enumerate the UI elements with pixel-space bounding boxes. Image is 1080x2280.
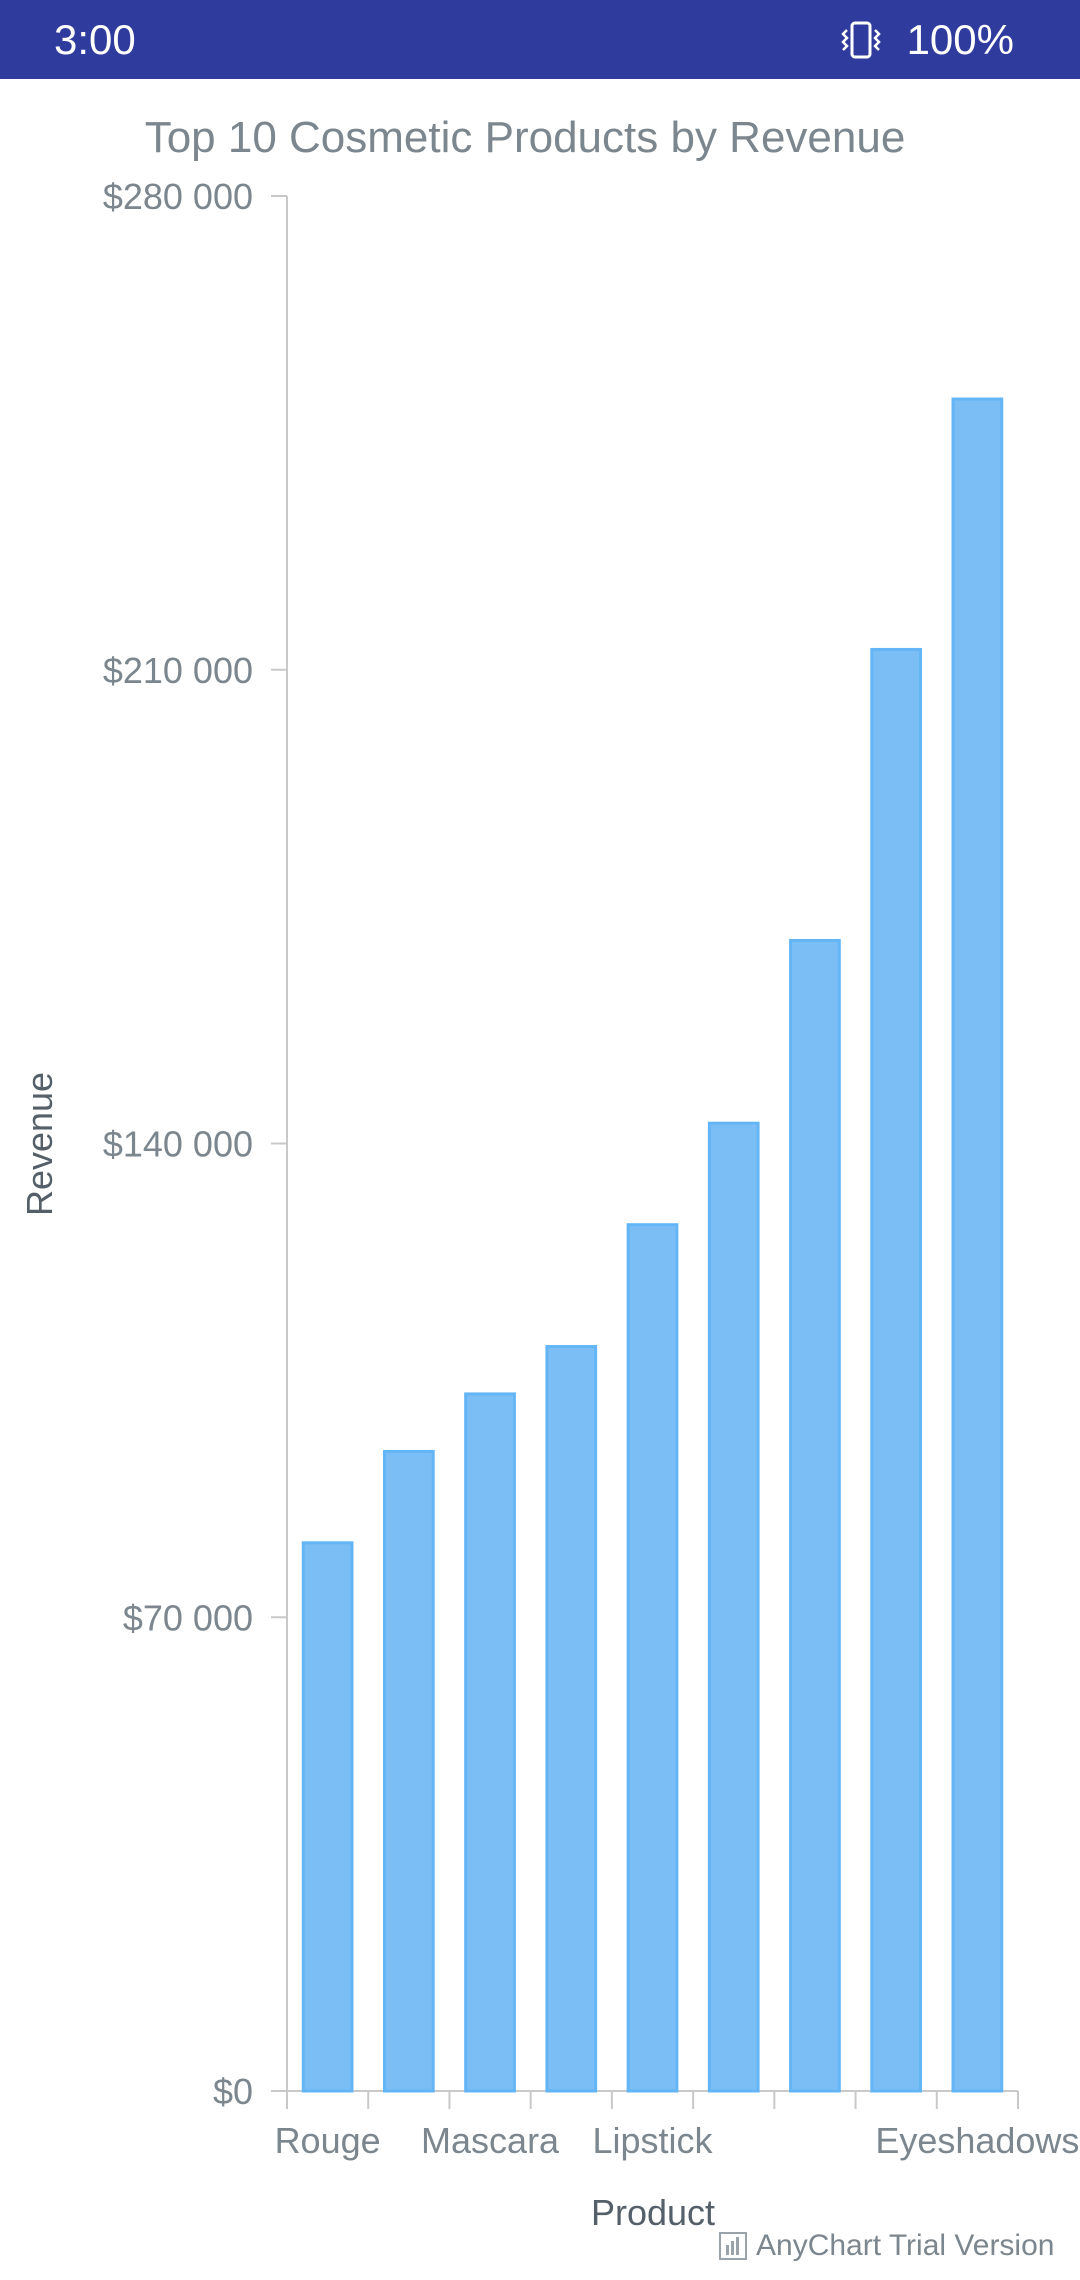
- y-tick-label: $0: [213, 2071, 253, 2112]
- bar-chart-icon: [719, 2232, 747, 2260]
- bar[interactable]: [464, 1392, 516, 2093]
- bar[interactable]: [789, 938, 841, 2093]
- y-tick-label: $140 000: [103, 1124, 253, 1165]
- y-axis-ticks: $0 $70 000 $140 000 $210 000 $280 000: [103, 176, 287, 2112]
- status-time: 3:00: [54, 16, 136, 63]
- watermark-text: AnyChart Trial Version: [756, 2229, 1055, 2262]
- battery-percentage: 100%: [906, 16, 1014, 63]
- status-bar: 3:00 100%: [0, 0, 1080, 79]
- bar[interactable]: [870, 647, 923, 2093]
- bar[interactable]: [545, 1345, 598, 2093]
- y-tick-label: $70 000: [123, 1597, 253, 1638]
- bar[interactable]: [707, 1121, 760, 2093]
- bars: [301, 397, 1004, 2093]
- bar-chart: Top 10 Cosmetic Products by Revenue Reve…: [19, 113, 1079, 2233]
- bar[interactable]: [951, 397, 1004, 2093]
- chart-title: Top 10 Cosmetic Products by Revenue: [145, 113, 906, 162]
- watermark: AnyChart Trial Version: [718, 2228, 1054, 2264]
- bar[interactable]: [301, 1541, 354, 2093]
- y-tick-label: $280 000: [103, 176, 253, 217]
- x-category-label: Lipstick: [592, 2120, 713, 2161]
- x-category-label: Rouge: [275, 2120, 381, 2161]
- vibrate-icon: [840, 21, 881, 58]
- y-axis-title: Revenue: [19, 1072, 60, 1216]
- x-category-label: Eyeshadows: [875, 2120, 1079, 2161]
- bar[interactable]: [382, 1449, 435, 2093]
- y-tick-label: $210 000: [103, 650, 253, 691]
- x-category-label: Mascara: [421, 2120, 560, 2161]
- x-axis-title: Product: [591, 2192, 715, 2233]
- status-icons: 100%: [839, 0, 1014, 79]
- x-axis-ticks: Rouge Mascara Lipstick Eyeshadows: [275, 2091, 1079, 2161]
- bar[interactable]: [626, 1223, 679, 2093]
